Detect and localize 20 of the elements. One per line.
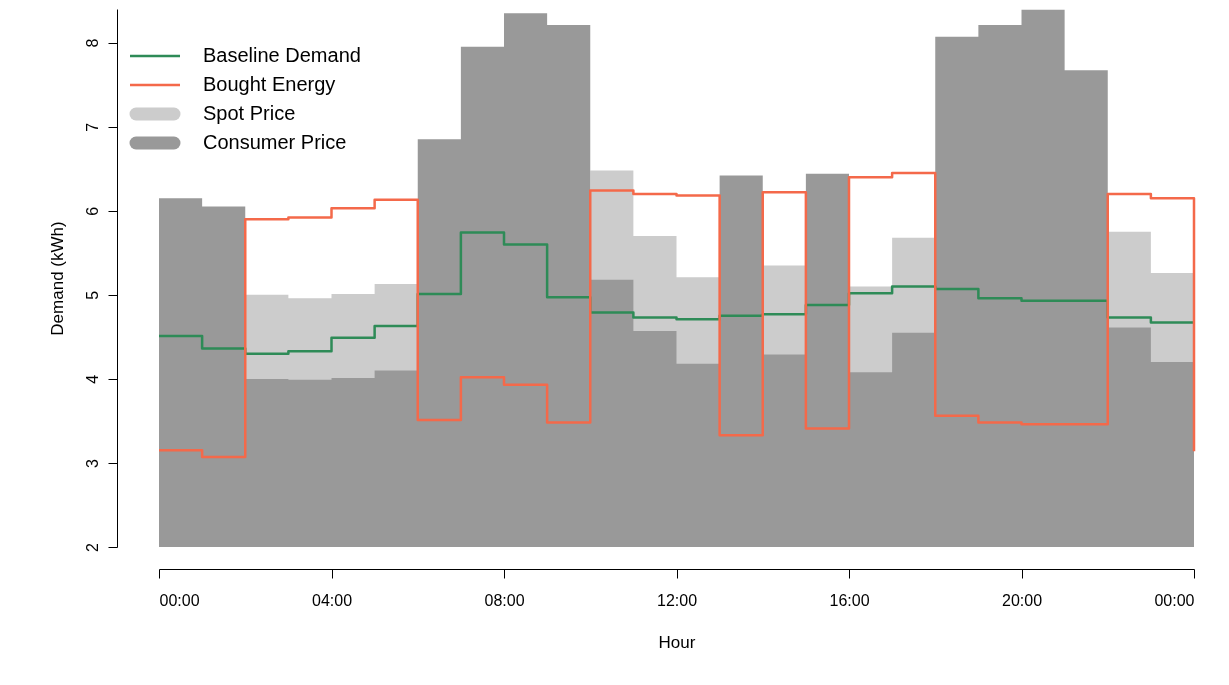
y-tick-label: 2 (83, 542, 101, 552)
y-tick-label: 5 (83, 290, 101, 300)
y-axis-title: Demand (kWh) (47, 221, 67, 336)
y-tick-label: 7 (83, 122, 101, 132)
legend-label: Baseline Demand (203, 44, 361, 66)
x-tick-label: 04:00 (311, 591, 353, 609)
x-tick-label: 00:00 (159, 591, 200, 609)
y-tick-label: 6 (83, 206, 101, 216)
legend-label: Consumer Price (203, 131, 347, 153)
legend-label: Spot Price (203, 102, 296, 124)
x-axis-title: Hour (658, 632, 696, 652)
y-tick-label: 4 (83, 374, 101, 384)
legend-label: Bought Energy (203, 73, 336, 95)
x-tick-label: 16:00 (829, 591, 870, 609)
x-tick-label: 20:00 (1001, 591, 1043, 609)
y-tick-label: 3 (83, 458, 101, 468)
y-tick-label: 8 (83, 38, 101, 48)
x-tick-label: 00:00 (1154, 591, 1195, 609)
x-tick-label: 12:00 (656, 591, 698, 609)
x-tick-label: 08:00 (484, 591, 525, 609)
